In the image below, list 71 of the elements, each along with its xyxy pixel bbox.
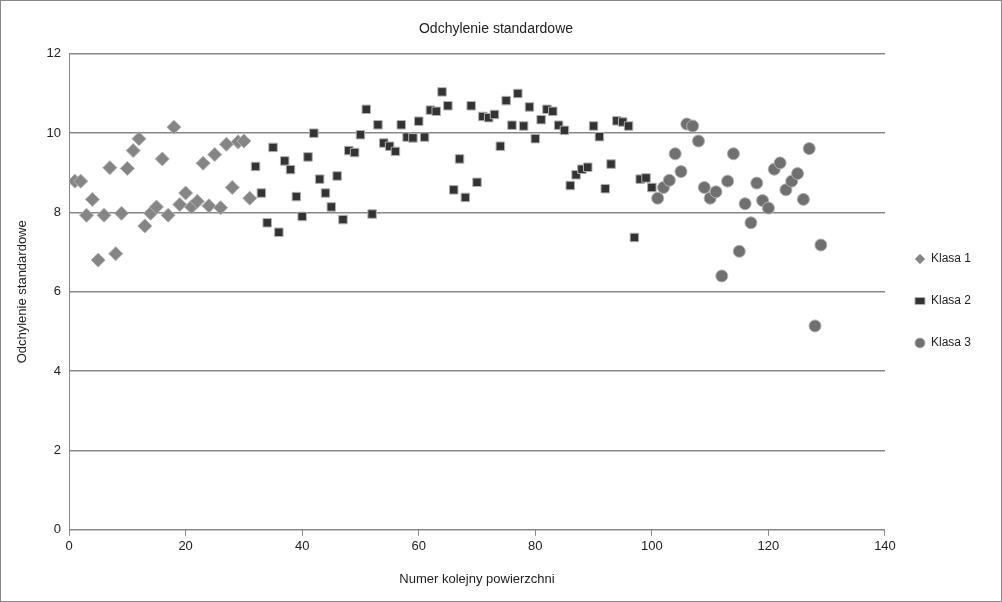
y-tick-label: 4 (53, 362, 62, 378)
x-tick-label: 60 (411, 538, 426, 554)
y-axis-title: Odchylenie standardowe (14, 220, 30, 364)
point (119, 160, 135, 176)
legend-label: Klasa 2 (930, 293, 972, 308)
point (796, 192, 810, 206)
point (102, 160, 118, 176)
x-axis-title: Numer kolejny powierzchni (399, 570, 555, 586)
point (726, 147, 740, 161)
point (808, 319, 822, 333)
point (201, 198, 217, 214)
point (172, 197, 188, 213)
point (779, 183, 793, 197)
point (207, 147, 223, 163)
x-tick-label: 20 (178, 538, 193, 554)
point (791, 167, 805, 181)
point (79, 207, 95, 223)
x-tick-label: 100 (641, 538, 663, 554)
point (166, 119, 182, 135)
point (236, 133, 252, 149)
point (738, 197, 752, 211)
point (84, 191, 100, 207)
point (761, 201, 775, 215)
point (189, 193, 205, 209)
y-tick-label: 12 (46, 45, 62, 61)
x-tick-label: 120 (757, 538, 780, 554)
legend-label: Klasa 3 (930, 335, 972, 350)
point (148, 199, 164, 215)
legend-label: Klasa 1 (930, 251, 972, 266)
point (125, 143, 141, 159)
point (154, 151, 170, 167)
point (773, 156, 787, 170)
point (114, 205, 130, 221)
point (674, 165, 688, 179)
point (137, 218, 153, 234)
point (691, 134, 705, 148)
y-tick-label: 0 (53, 521, 62, 537)
point (224, 179, 240, 195)
point (802, 142, 816, 156)
point (662, 173, 676, 187)
x-tick-label: 40 (294, 538, 310, 554)
point (651, 191, 665, 205)
point (814, 238, 828, 252)
y-tick-label: 6 (53, 283, 62, 299)
chart-title: Odchylenie standardowe (418, 20, 574, 37)
point (131, 131, 147, 147)
point (697, 180, 711, 194)
point (195, 155, 211, 171)
point (90, 252, 106, 268)
point (96, 207, 112, 223)
x-tick-label: 80 (528, 538, 543, 554)
point (715, 269, 729, 283)
y-tick-label: 2 (53, 442, 62, 458)
point (744, 216, 758, 230)
point (108, 246, 124, 262)
y-tick-label: 8 (53, 204, 62, 220)
x-tick-label: 0 (65, 538, 73, 554)
point (732, 244, 746, 258)
point (73, 173, 89, 189)
x-tick-label: 140 (874, 538, 896, 554)
point (750, 176, 764, 190)
point (213, 200, 229, 216)
point (218, 136, 234, 152)
y-tick-label: 10 (46, 124, 62, 140)
point (178, 185, 194, 201)
point (721, 174, 735, 188)
point (160, 207, 176, 223)
point (668, 147, 682, 161)
point (242, 190, 258, 206)
point (709, 185, 723, 199)
point (686, 119, 700, 133)
